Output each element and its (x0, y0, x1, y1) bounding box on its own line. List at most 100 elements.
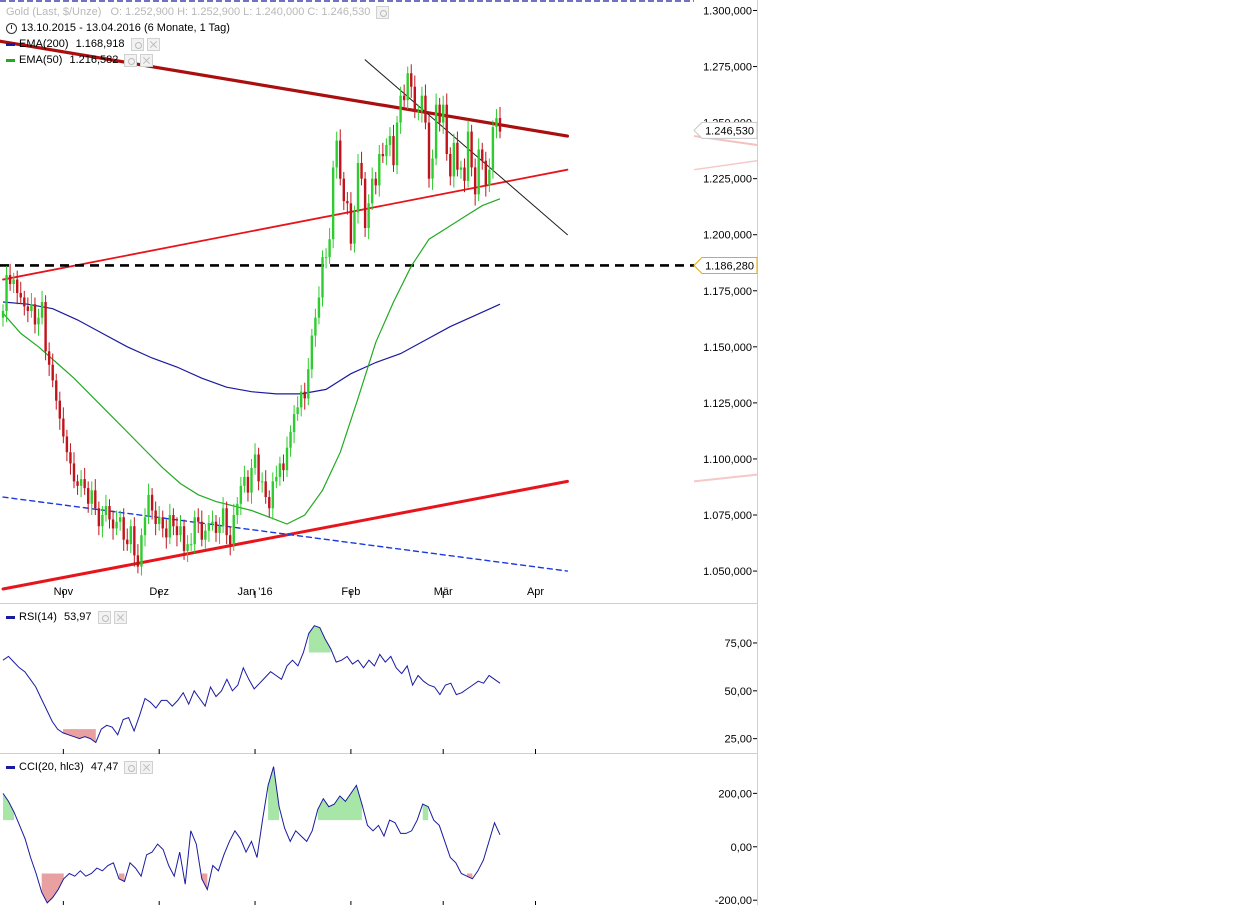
candle-body (65, 436, 69, 453)
candle-body (275, 476, 278, 482)
ema50-swatch (6, 58, 15, 62)
candle-body (381, 153, 385, 157)
ema200-close-icon[interactable] (146, 37, 160, 51)
ema50-close-icon[interactable] (140, 53, 154, 67)
ema50-settings-icon[interactable] (124, 53, 138, 67)
candle-body (8, 275, 12, 285)
rsi-label: RSI(14) (19, 611, 57, 623)
period-legend: 13.10.2015 - 13.04.2016 (6 Monate, 1 Tag… (6, 21, 230, 35)
current-price-tag: 1.246,530 (705, 125, 754, 137)
candle-body (51, 364, 54, 381)
instrument-legend: Gold (Last, $/Unze) O: 1.252,900 H: 1.25… (6, 5, 390, 19)
candle-body (310, 335, 314, 370)
rsi-close-icon[interactable] (113, 610, 127, 624)
candle-body (111, 519, 115, 529)
ema200-label: EMA(200) (19, 38, 69, 50)
candle-body (420, 95, 424, 112)
candle-body (90, 490, 93, 504)
candle-body (30, 304, 33, 311)
candle-body (470, 131, 473, 168)
candle-body (179, 526, 182, 536)
ema200-line (2, 301, 501, 395)
candle-body (37, 317, 40, 325)
cci-label: CCI(20, hlc3) (19, 761, 84, 773)
candle-body (204, 530, 207, 540)
instrument-settings-icon[interactable] (376, 5, 390, 19)
candle-body (16, 279, 19, 294)
cci-settings-icon[interactable] (124, 760, 138, 774)
candle-body (44, 301, 47, 352)
candle-body (136, 555, 140, 567)
candle-body (363, 178, 367, 228)
candle-body (94, 490, 97, 509)
candle-body (72, 463, 76, 482)
candle-body (175, 526, 179, 536)
candle-body (484, 160, 487, 186)
candle-body (296, 407, 299, 415)
candle-body (324, 257, 328, 259)
cci-zone-fill (268, 766, 280, 821)
price-axis-label: 1.300,000 (703, 5, 752, 17)
candle-body (246, 476, 250, 493)
cci-legend: CCI(20, hlc3) 47,47 (6, 760, 154, 774)
candle-body (495, 118, 498, 128)
price-axis-label: 1.225,000 (703, 174, 752, 186)
candle-body (424, 95, 427, 123)
price-axis-label: 1.125,000 (703, 398, 752, 410)
candle-body (143, 517, 147, 536)
candle-body (250, 467, 253, 493)
cci-axis-label: -200,00 (715, 895, 752, 905)
cci-zone-fill (422, 804, 429, 821)
candle-body (321, 257, 324, 298)
candle-body (285, 447, 289, 471)
rsi-settings-icon[interactable] (97, 610, 111, 624)
candle-body (243, 476, 246, 486)
candle-body (317, 297, 321, 318)
candle-body (406, 73, 409, 101)
candle-body (118, 517, 122, 522)
candle-body (360, 162, 363, 179)
candle-body (104, 506, 108, 516)
candle-body (385, 145, 388, 157)
ema200-settings-icon[interactable] (130, 37, 144, 51)
price-axis-label: 1.100,000 (703, 454, 752, 466)
candle-body (218, 526, 221, 533)
candle-body (481, 149, 484, 161)
candle-body (328, 239, 331, 258)
candle-body (459, 167, 463, 170)
candle-body (236, 503, 239, 516)
cci-zone-fill (466, 873, 473, 879)
cci-zone-fill (3, 793, 14, 821)
horizontal-level-tag: 1.186,280 (705, 260, 754, 272)
rsi-legend: RSI(14) 53,97 (6, 610, 127, 624)
trendline-extension (693, 473, 758, 483)
candle-body (491, 127, 495, 170)
cci-close-icon[interactable] (140, 760, 154, 774)
instrument-name: Gold (Last, $/Unze) (6, 6, 102, 18)
current-price-tag-box (693, 121, 758, 139)
candle-body (278, 463, 282, 477)
candle-body (300, 391, 303, 408)
candle-body (168, 515, 172, 538)
candle-body (200, 521, 203, 540)
candle-body (268, 497, 271, 509)
candle-body (40, 301, 44, 318)
candle-body (339, 140, 342, 179)
candle-body (367, 203, 370, 228)
cci-axis-label: 0,00 (731, 842, 752, 854)
time-axis-label: Nov (54, 586, 74, 598)
ema200-legend: EMA(200) 1.168,918 (6, 37, 160, 51)
candle-body (55, 380, 58, 401)
candle-body (58, 400, 61, 419)
ohlc-values: O: 1.252,900 H: 1.252,900 L: 1.240,000 C… (110, 6, 371, 18)
candle-body (147, 494, 150, 518)
ema50-line (2, 198, 501, 525)
candle-body (442, 104, 445, 123)
candle-body (477, 149, 480, 195)
candle-body (346, 201, 349, 204)
rsi-zone-fill (63, 729, 96, 743)
candle-body (335, 140, 338, 168)
rsi-value: 53,97 (63, 611, 92, 623)
horizontal-level-tag-box (693, 256, 758, 274)
